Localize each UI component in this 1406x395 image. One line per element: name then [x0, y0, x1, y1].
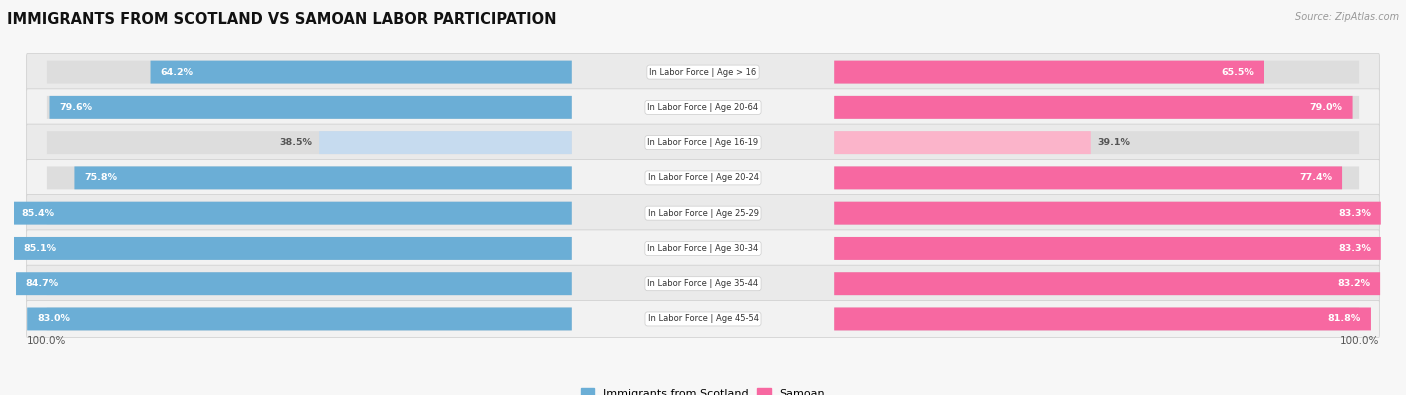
Text: In Labor Force | Age 25-29: In Labor Force | Age 25-29: [648, 209, 758, 218]
Legend: Immigrants from Scotland, Samoan: Immigrants from Scotland, Samoan: [576, 384, 830, 395]
FancyBboxPatch shape: [834, 166, 1343, 189]
FancyBboxPatch shape: [834, 237, 1360, 260]
FancyBboxPatch shape: [834, 202, 1381, 225]
Text: 100.0%: 100.0%: [27, 336, 66, 346]
FancyBboxPatch shape: [15, 272, 572, 295]
FancyBboxPatch shape: [834, 307, 1360, 331]
Text: 81.8%: 81.8%: [1327, 314, 1361, 324]
FancyBboxPatch shape: [834, 237, 1381, 260]
FancyBboxPatch shape: [27, 265, 1379, 302]
Text: 65.5%: 65.5%: [1222, 68, 1254, 77]
FancyBboxPatch shape: [27, 301, 1379, 337]
Text: In Labor Force | Age 20-64: In Labor Force | Age 20-64: [647, 103, 759, 112]
Text: 64.2%: 64.2%: [160, 68, 194, 77]
FancyBboxPatch shape: [834, 60, 1264, 84]
FancyBboxPatch shape: [75, 166, 572, 189]
Text: 79.6%: 79.6%: [59, 103, 93, 112]
FancyBboxPatch shape: [27, 159, 1379, 196]
FancyBboxPatch shape: [27, 230, 1379, 267]
FancyBboxPatch shape: [46, 272, 572, 295]
FancyBboxPatch shape: [46, 237, 572, 260]
Text: In Labor Force | Age > 16: In Labor Force | Age > 16: [650, 68, 756, 77]
FancyBboxPatch shape: [27, 307, 572, 331]
Text: 38.5%: 38.5%: [280, 138, 312, 147]
FancyBboxPatch shape: [46, 60, 572, 84]
FancyBboxPatch shape: [46, 131, 572, 154]
FancyBboxPatch shape: [834, 96, 1360, 119]
FancyBboxPatch shape: [46, 202, 572, 225]
Text: In Labor Force | Age 45-54: In Labor Force | Age 45-54: [648, 314, 758, 324]
Text: 84.7%: 84.7%: [25, 279, 59, 288]
Text: In Labor Force | Age 35-44: In Labor Force | Age 35-44: [647, 279, 759, 288]
FancyBboxPatch shape: [834, 202, 1360, 225]
FancyBboxPatch shape: [834, 131, 1091, 154]
FancyBboxPatch shape: [319, 131, 572, 154]
Text: In Labor Force | Age 16-19: In Labor Force | Age 16-19: [647, 138, 759, 147]
Text: 79.0%: 79.0%: [1310, 103, 1343, 112]
Text: Source: ZipAtlas.com: Source: ZipAtlas.com: [1295, 12, 1399, 22]
Text: 39.1%: 39.1%: [1097, 138, 1130, 147]
FancyBboxPatch shape: [46, 307, 572, 331]
FancyBboxPatch shape: [49, 96, 572, 119]
FancyBboxPatch shape: [14, 237, 572, 260]
FancyBboxPatch shape: [834, 60, 1360, 84]
Text: 83.2%: 83.2%: [1337, 279, 1371, 288]
FancyBboxPatch shape: [27, 54, 1379, 90]
Text: In Labor Force | Age 20-24: In Labor Force | Age 20-24: [648, 173, 758, 182]
Text: IMMIGRANTS FROM SCOTLAND VS SAMOAN LABOR PARTICIPATION: IMMIGRANTS FROM SCOTLAND VS SAMOAN LABOR…: [7, 12, 557, 27]
Text: 77.4%: 77.4%: [1299, 173, 1333, 182]
FancyBboxPatch shape: [834, 307, 1371, 331]
FancyBboxPatch shape: [834, 272, 1381, 295]
Text: 85.4%: 85.4%: [21, 209, 55, 218]
FancyBboxPatch shape: [27, 89, 1379, 126]
FancyBboxPatch shape: [834, 96, 1353, 119]
FancyBboxPatch shape: [27, 195, 1379, 232]
Text: 100.0%: 100.0%: [1340, 336, 1379, 346]
FancyBboxPatch shape: [834, 272, 1360, 295]
Text: 83.3%: 83.3%: [1339, 244, 1371, 253]
FancyBboxPatch shape: [11, 202, 572, 225]
Text: 83.3%: 83.3%: [1339, 209, 1371, 218]
FancyBboxPatch shape: [834, 166, 1360, 189]
Text: 83.0%: 83.0%: [37, 314, 70, 324]
Text: 85.1%: 85.1%: [24, 244, 56, 253]
FancyBboxPatch shape: [27, 124, 1379, 161]
FancyBboxPatch shape: [150, 60, 572, 84]
Text: In Labor Force | Age 30-34: In Labor Force | Age 30-34: [647, 244, 759, 253]
FancyBboxPatch shape: [834, 131, 1360, 154]
FancyBboxPatch shape: [46, 96, 572, 119]
FancyBboxPatch shape: [46, 166, 572, 189]
Text: 75.8%: 75.8%: [84, 173, 117, 182]
